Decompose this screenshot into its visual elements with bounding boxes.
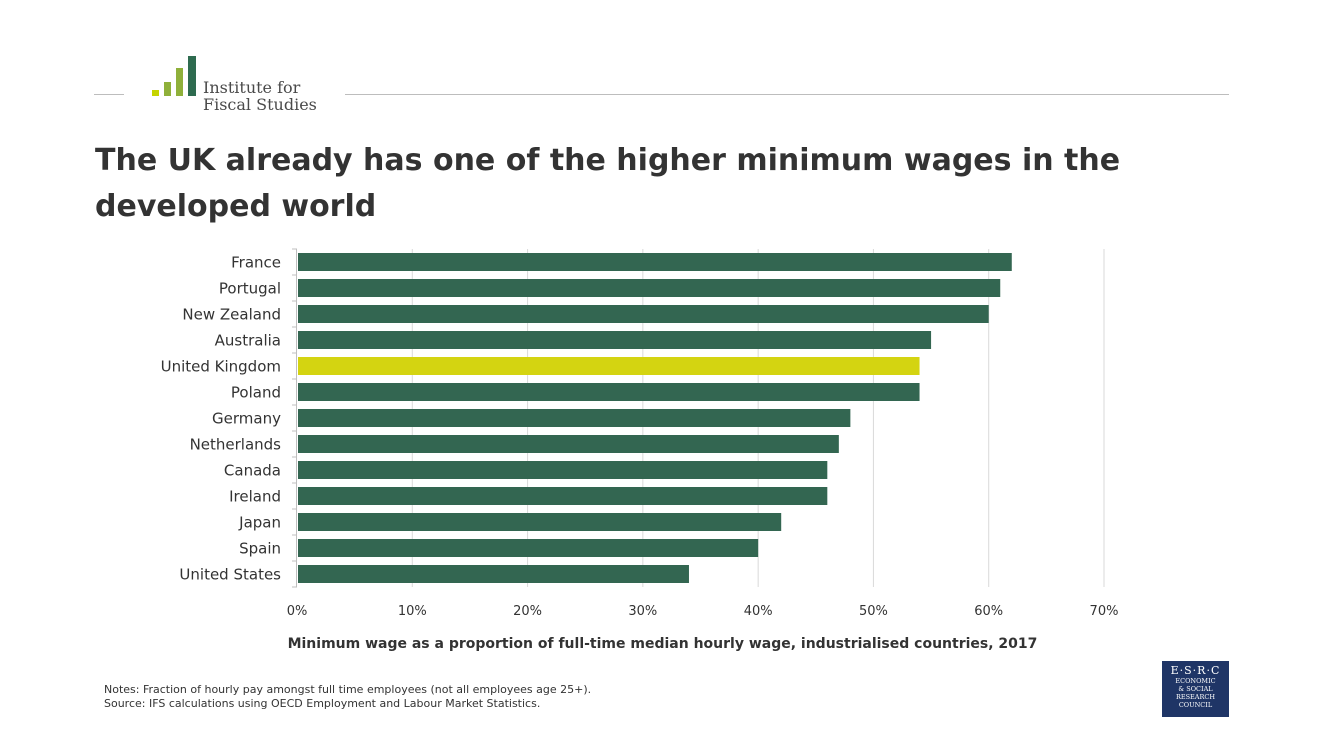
- category-label: United States: [179, 566, 281, 584]
- category-label: Poland: [231, 384, 281, 402]
- bar-portugal: [298, 279, 1001, 297]
- bar-netherlands: [298, 435, 839, 453]
- bar-australia: [298, 331, 932, 349]
- bar-new-zealand: [298, 305, 989, 323]
- bar-ireland: [298, 487, 828, 505]
- bar-germany: [298, 409, 851, 427]
- x-tick-label: 10%: [398, 604, 427, 619]
- category-label: Ireland: [229, 488, 281, 506]
- esrc-abbrev: E·S·R·C: [1170, 664, 1221, 677]
- category-label: Germany: [212, 410, 281, 428]
- bar-spain: [298, 539, 759, 557]
- x-tick-label: 0%: [287, 604, 308, 619]
- source-line: Source: IFS calculations using OECD Empl…: [104, 697, 541, 710]
- page-title: The UK already has one of the higher min…: [95, 143, 1121, 224]
- bar-united-kingdom: [298, 357, 920, 375]
- x-tick-label: 40%: [744, 604, 773, 619]
- notes: Notes: Fraction of hourly pay amongst fu…: [104, 683, 591, 711]
- esrc-line: COUNCIL: [1178, 701, 1213, 709]
- bar-canada: [298, 461, 828, 479]
- x-tick-label: 50%: [859, 604, 888, 619]
- logo-line2: Fiscal Studies: [203, 95, 317, 114]
- ifs-logo-bars-icon: [150, 54, 200, 96]
- header-rule-left: [94, 94, 124, 95]
- ifs-logo-text: Institute for Fiscal Studies: [203, 79, 317, 113]
- esrc-line: ECONOMIC: [1175, 677, 1216, 685]
- esrc-line: & SOCIAL: [1178, 685, 1213, 693]
- category-label: Canada: [224, 462, 281, 480]
- x-axis-title: Minimum wage as a proportion of full-tim…: [288, 636, 1038, 652]
- category-label: Spain: [239, 540, 281, 558]
- notes-line: Notes: Fraction of hourly pay amongst fu…: [104, 683, 592, 696]
- bar-france: [298, 253, 1012, 271]
- category-label: United Kingdom: [161, 358, 281, 376]
- x-tick-label: 20%: [513, 604, 542, 619]
- esrc-line: RESEARCH: [1175, 693, 1216, 701]
- category-label: France: [231, 254, 281, 272]
- esrc-logo: E·S·R·C ECONOMIC & SOCIAL RESEARCH COUNC…: [1162, 661, 1229, 717]
- category-label: Portugal: [219, 280, 281, 298]
- logo-line1: Institute for: [203, 78, 301, 97]
- bar-united-states: [298, 565, 689, 583]
- bar-japan: [298, 513, 782, 531]
- bar-poland: [298, 383, 920, 401]
- ifs-logo: Institute for Fiscal Studies: [150, 54, 350, 114]
- category-label: Netherlands: [190, 436, 282, 454]
- x-tick-label: 70%: [1090, 604, 1119, 619]
- category-label: New Zealand: [182, 306, 281, 324]
- x-tick-label: 60%: [974, 604, 1003, 619]
- category-label: Australia: [215, 332, 281, 350]
- category-label: Japan: [238, 514, 281, 532]
- header-rule-right: [345, 94, 1229, 95]
- x-tick-label: 30%: [628, 604, 657, 619]
